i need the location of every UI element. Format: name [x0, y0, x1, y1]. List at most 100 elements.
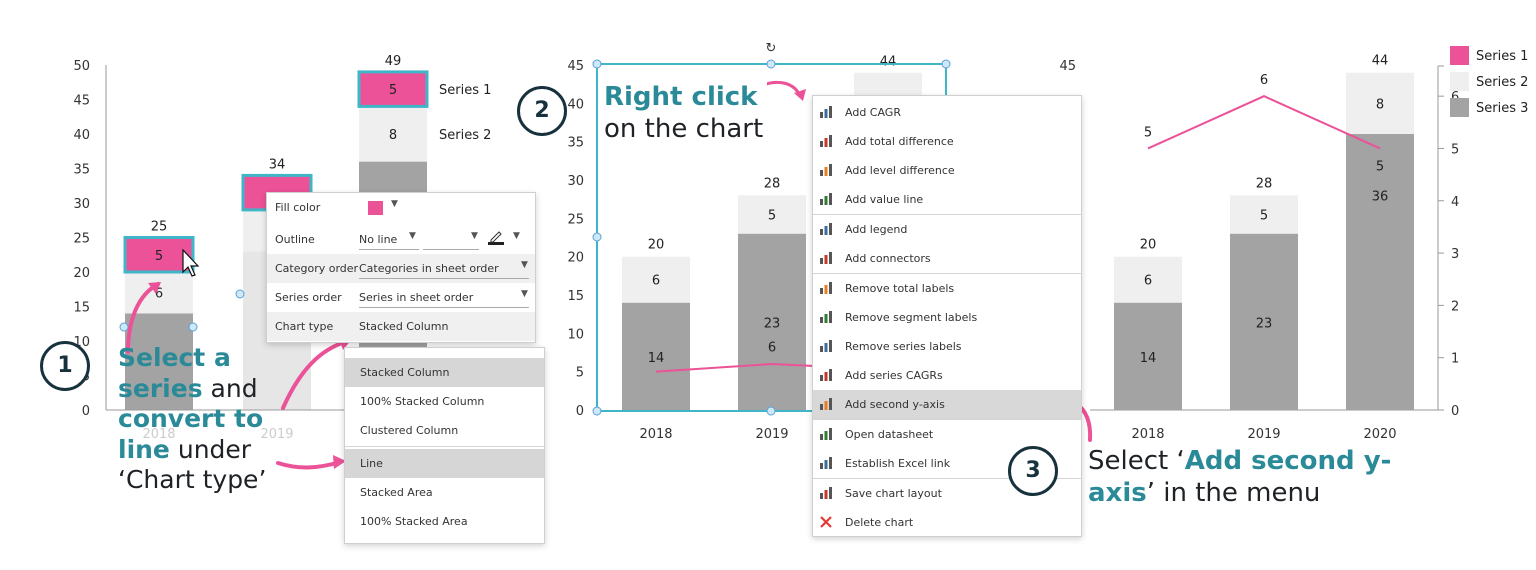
chart3-marks: 452061420182852320194483620205650123456S… [1059, 46, 1528, 442]
legend-swatch [1450, 72, 1469, 91]
chart-type-option[interactable]: Stacked Area [360, 486, 433, 499]
series-order-value[interactable]: Series in sheet order [359, 291, 474, 304]
menu-item-label: Add second y-axis [845, 398, 945, 411]
selection-handle [188, 322, 198, 332]
total-label: 25 [151, 220, 168, 235]
fill-color-swatch[interactable] [368, 201, 383, 215]
menu-separator [813, 419, 1081, 420]
step-2-badge: 2 [517, 86, 567, 136]
chart-type-row: Chart type Stacked Column [267, 312, 535, 341]
menu-item-delete-chart[interactable]: Delete chart [813, 508, 1081, 537]
line-series1 [1147, 95, 1381, 150]
menu-item-add-value-line[interactable]: Add value line [813, 185, 1081, 214]
x-tick-label: 2019 [1247, 427, 1280, 442]
y-tick-label: 20 [73, 266, 90, 281]
y2-tick-label: 1 [1451, 352, 1459, 367]
menu-item-add-cagr[interactable]: Add CAGR [813, 98, 1081, 127]
step-2-callout: Right click on the chart [600, 82, 768, 146]
bar-series3 [622, 302, 690, 410]
selection-handle [235, 289, 245, 299]
menu-item-save-chart-layout[interactable]: Save chart layout [813, 479, 1081, 508]
menu-item-add-series-cagrs[interactable]: Add series CAGRs [813, 361, 1081, 390]
line-color-icon[interactable] [488, 230, 504, 246]
segment-label: 5 [768, 209, 776, 224]
total-label: 20 [648, 238, 665, 253]
save-layout-icon [819, 486, 833, 500]
y-tick-label: 30 [567, 174, 584, 189]
category-order-value[interactable]: Categories in sheet order [359, 262, 499, 275]
menu-item-add-total-difference[interactable]: Add total difference [813, 127, 1081, 156]
arrow-step1-charttype [281, 340, 347, 410]
x-tick-label: 2018 [1131, 427, 1164, 442]
chart-type-option[interactable]: Stacked Column [345, 358, 544, 387]
bar-series3 [738, 233, 806, 410]
y-tick-label: 40 [567, 97, 584, 112]
legend-swatch [1450, 98, 1469, 117]
y2-tick-label: 6 [1451, 90, 1459, 105]
arrowhead-step1-up [148, 282, 161, 294]
bar-series2 [854, 72, 922, 98]
y-tick-label: 20 [567, 251, 584, 266]
bar-series3 [125, 313, 193, 410]
menu-item-establish-excel-link[interactable]: Establish Excel link [813, 449, 1081, 478]
total-label: 34 [269, 157, 286, 172]
fill-color-row: Fill color ▼ [267, 193, 535, 222]
menu-item-open-datasheet[interactable]: Open datasheet [813, 420, 1081, 449]
y-tick-label: 45 [73, 94, 90, 109]
menu-item-label: Delete chart [845, 516, 914, 529]
menu-item-remove-total-labels[interactable]: Remove total labels [813, 274, 1081, 303]
chart-type-option[interactable]: 100% Stacked Column [360, 395, 485, 408]
bar-series2 [1230, 195, 1298, 234]
category-order-label: Category order [275, 262, 359, 275]
y-tick-label: 45 [567, 59, 584, 74]
callout-bold: series [118, 373, 203, 403]
menu-item-label: Add level difference [845, 164, 955, 177]
second-y-axis-icon [819, 397, 833, 411]
menu-separator [813, 273, 1081, 274]
menu-separator [813, 478, 1081, 479]
selection-handle [941, 59, 951, 69]
x-tick-label: 2019 [755, 427, 788, 442]
chevron-down-icon[interactable]: ▼ [521, 289, 528, 299]
chart-type-value[interactable]: Stacked Column [359, 320, 449, 333]
series-order-label: Series order [275, 291, 342, 304]
menu-item-add-level-difference[interactable]: Add level difference [813, 156, 1081, 185]
chart-type-option[interactable]: Line [345, 449, 544, 478]
menu-item-add-connectors[interactable]: Add connectors [813, 244, 1081, 273]
menu-item-remove-segment-labels[interactable]: Remove segment labels [813, 303, 1081, 332]
fill-color-label: Fill color [275, 201, 321, 214]
menu-item-add-legend[interactable]: Add legend [813, 215, 1081, 244]
chevron-down-icon[interactable]: ▼ [409, 231, 416, 241]
segment-label: 5 [389, 83, 397, 98]
chart-type-dropdown: Stacked Column 100% Stacked Column Clust… [344, 347, 545, 544]
chart-type-option[interactable]: Clustered Column [360, 424, 459, 437]
delete-icon [819, 515, 833, 529]
selection-handle [119, 322, 129, 332]
category-order-row: Category order Categories in sheet order… [267, 254, 535, 283]
chevron-down-icon[interactable]: ▼ [513, 231, 520, 241]
chevron-down-icon[interactable]: ▼ [391, 199, 398, 209]
chevron-down-icon[interactable]: ▼ [521, 260, 528, 270]
legend-label: Series 3 [1476, 101, 1528, 116]
arrow-step1-line [276, 460, 342, 470]
chevron-down-icon[interactable]: ▼ [471, 231, 478, 241]
callout-bold: convert to [118, 404, 264, 433]
bar-series1 [123, 236, 195, 274]
remove-segment-labels-icon [819, 310, 833, 324]
segment-label: 6 [155, 287, 163, 302]
bar-series2 [359, 106, 427, 162]
y2-tick-label: 5 [1451, 142, 1459, 157]
remove-total-labels-icon [819, 281, 833, 295]
segment-label: 6 [1144, 274, 1152, 289]
cursor-icon [182, 248, 200, 277]
menu-item-add-second-y-axis[interactable]: Add second y-axis [813, 390, 1081, 419]
menu-item-label: Add series CAGRs [845, 369, 943, 382]
y-tick-label: 15 [567, 289, 584, 304]
y-tick-label: 0 [576, 404, 584, 419]
menu-item-remove-series-labels[interactable]: Remove series labels [813, 332, 1081, 361]
menu-separator [813, 214, 1081, 215]
chart-type-option[interactable]: 100% Stacked Area [360, 515, 468, 528]
outline-value[interactable]: No line [359, 233, 398, 246]
legend-icon [819, 222, 833, 236]
step-1-badge: 1 [40, 341, 90, 391]
